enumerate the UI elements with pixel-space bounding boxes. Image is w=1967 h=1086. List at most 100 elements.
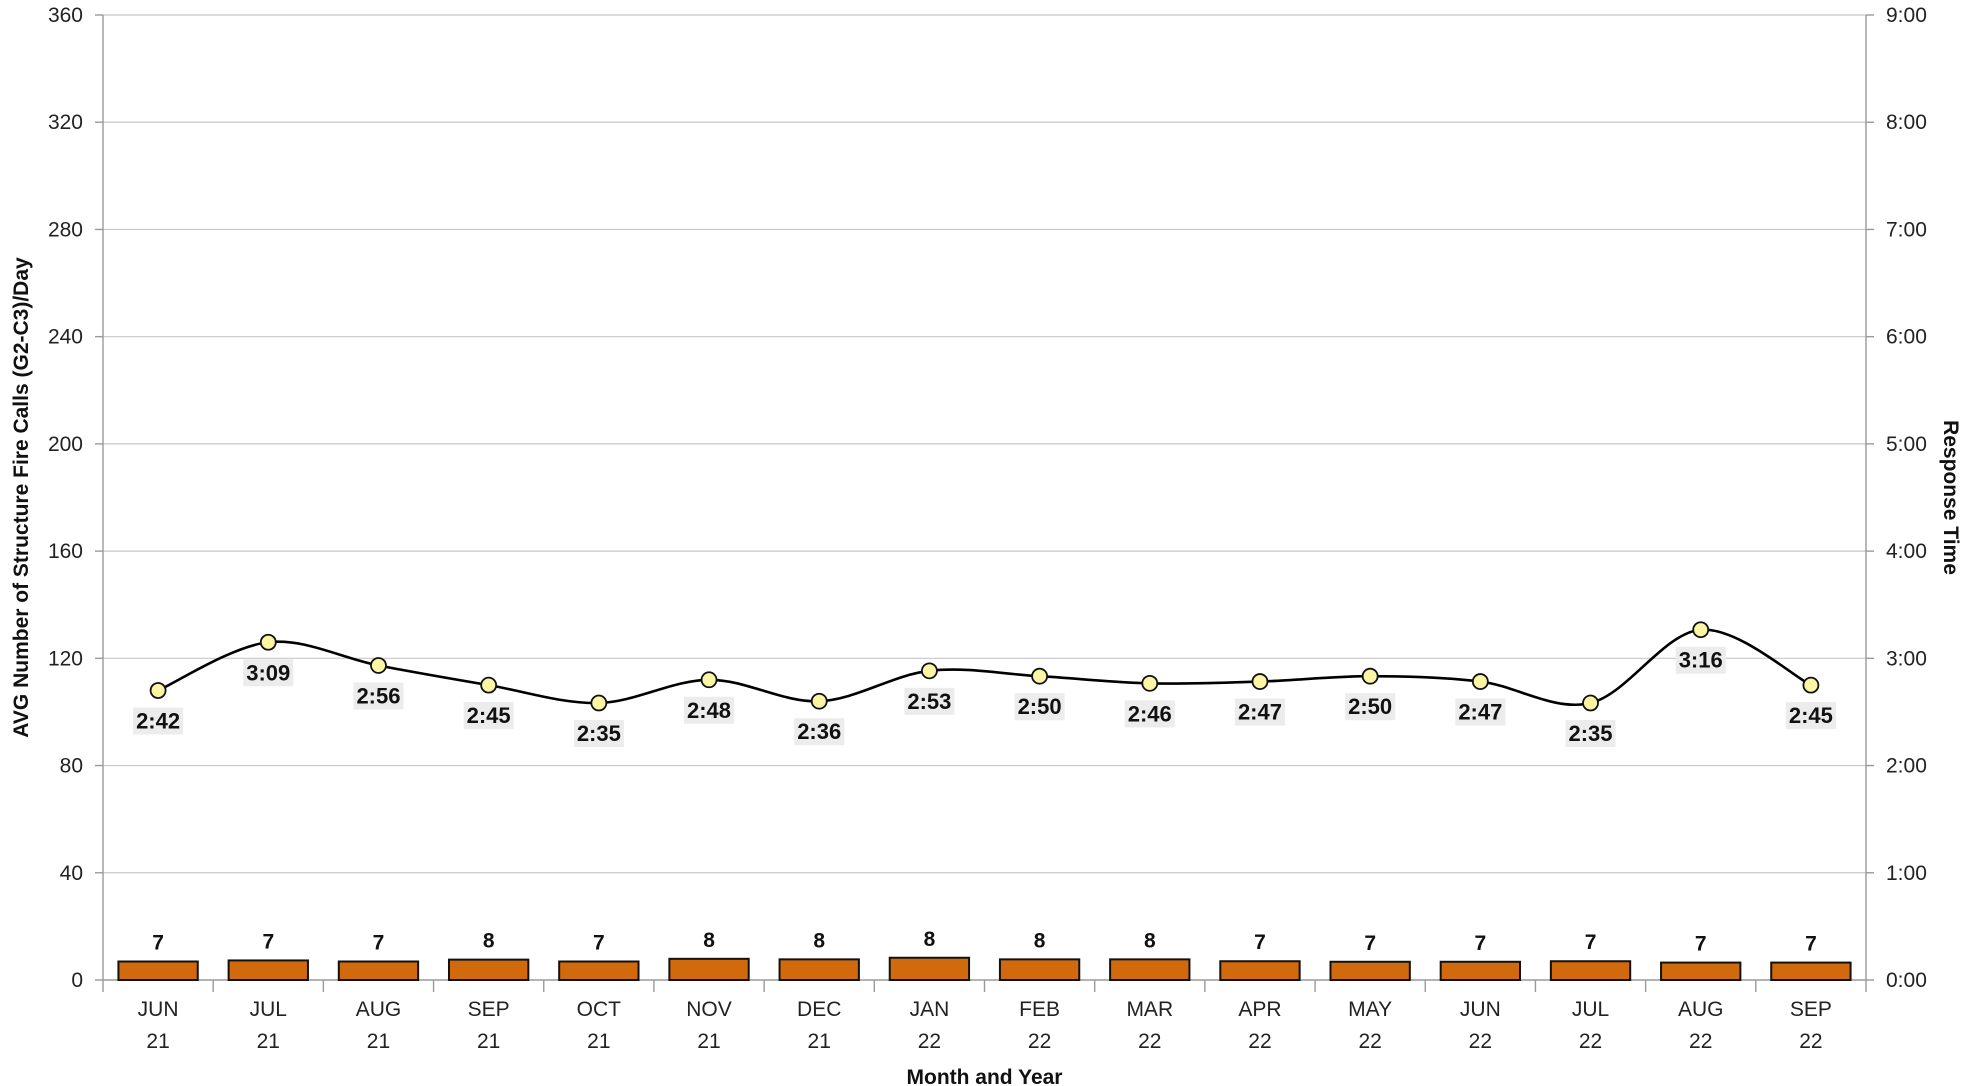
response-time-label-bg xyxy=(1014,693,1065,721)
response-time-label: 2:35 xyxy=(1569,721,1613,746)
x-tick-label: 22 xyxy=(1579,1030,1602,1053)
y-tick-label: 0 xyxy=(71,969,83,992)
response-time-label: 2:53 xyxy=(907,689,951,714)
x-tick-label: FEB xyxy=(1019,998,1060,1021)
response-time-point xyxy=(1031,667,1048,685)
bar xyxy=(998,958,1081,982)
x-tick-label: 22 xyxy=(1799,1030,1822,1053)
bar xyxy=(558,960,640,981)
response-time-label: 2:48 xyxy=(687,698,731,723)
response-time-label: 2:46 xyxy=(1128,701,1172,726)
bar-series xyxy=(117,956,1852,982)
bar-value-label: 8 xyxy=(1144,929,1156,952)
x-tick-label: 22 xyxy=(1028,1030,1051,1053)
axes xyxy=(95,14,1874,992)
response-time-label: 2:50 xyxy=(1018,694,1062,719)
bar-value-label: 7 xyxy=(262,930,274,953)
y2-tick-label: 0:00 xyxy=(1886,969,1927,992)
response-time-point xyxy=(1251,673,1269,690)
x-tick-label: 21 xyxy=(808,1030,831,1053)
response-time-label-bg xyxy=(684,696,735,724)
y-axis-title: AVG Number of Structure Fire Calls (G2-C… xyxy=(10,257,33,738)
x-tick-label: MAR xyxy=(1126,998,1173,1021)
bar xyxy=(447,958,530,982)
y-tick-label: 40 xyxy=(60,862,83,885)
gridlines xyxy=(103,14,1866,874)
x-tick-label: 22 xyxy=(1689,1030,1712,1053)
bar-value-label: 7 xyxy=(1254,931,1266,954)
y-tick-label: 120 xyxy=(48,647,83,670)
response-time-point xyxy=(149,682,167,699)
y2-tick-label: 8:00 xyxy=(1886,111,1927,134)
y-tick-label: 320 xyxy=(48,111,83,134)
x-tick-label: NOV xyxy=(686,998,732,1021)
response-time-label: 2:47 xyxy=(1458,700,1502,725)
x-tick-label: 21 xyxy=(477,1030,500,1053)
response-time-point xyxy=(590,694,608,712)
bar xyxy=(117,960,199,981)
bar-value-label: 7 xyxy=(373,932,385,955)
x-tick-label: 22 xyxy=(1469,1030,1492,1053)
response-time-label: 3:09 xyxy=(246,660,290,685)
response-time-point xyxy=(1141,674,1159,692)
response-time-label: 2:36 xyxy=(797,719,841,744)
response-time-label-bg xyxy=(1124,700,1175,728)
x-tick-label: 22 xyxy=(1358,1030,1381,1053)
response-time-label-bg xyxy=(1785,702,1836,730)
y-tick-label: 240 xyxy=(48,326,83,349)
x-tick-label: MAY xyxy=(1348,998,1392,1021)
response-time-point xyxy=(480,676,498,694)
bar xyxy=(1219,960,1301,981)
bar xyxy=(1439,960,1522,981)
bar xyxy=(1549,960,1632,981)
bar-value-label: 7 xyxy=(1475,932,1487,955)
y2-tick-label: 9:00 xyxy=(1886,4,1927,27)
y2-tick-label: 1:00 xyxy=(1886,862,1927,885)
x-tick-label: JUN xyxy=(1460,998,1501,1021)
bar-value-label: 8 xyxy=(813,929,825,952)
response-time-label: 2:50 xyxy=(1348,694,1392,719)
response-time-label: 3:16 xyxy=(1679,648,1723,673)
bar-value-label: 7 xyxy=(1364,932,1376,955)
y2-tick-label: 6:00 xyxy=(1886,326,1927,349)
x-tick-label: JAN xyxy=(910,998,950,1021)
bar xyxy=(1109,958,1191,982)
x-tick-label: 21 xyxy=(367,1030,390,1053)
bar-value-label: 7 xyxy=(152,932,164,955)
tick-labels: 0 40 80 120 160 200 240 280 320 360 0:00 1:00 2:00 3:… xyxy=(48,4,1927,1053)
x-tick-label: JUL xyxy=(1572,998,1609,1021)
data-labels: 7 7 7 8 7 8 8 8 8 8 7 7 7 7 7 7 2:42 3:09 2:56 2:45 2:35 2:48… xyxy=(133,646,1836,956)
x-tick-label: 22 xyxy=(1248,1030,1271,1053)
response-time-point xyxy=(810,692,828,710)
response-time-line xyxy=(157,628,1812,706)
x-tick-label: 21 xyxy=(146,1030,169,1053)
y2-axis-title: Response Time xyxy=(1939,420,1962,575)
x-tick-label: SEP xyxy=(1790,998,1832,1021)
response-time-label: 2:35 xyxy=(577,721,621,746)
x-tick-label: JUN xyxy=(138,998,179,1021)
response-time-label: 2:45 xyxy=(467,703,511,728)
response-time-point xyxy=(921,662,938,680)
response-time-label: 2:56 xyxy=(356,683,400,708)
response-time-point xyxy=(1361,667,1379,685)
x-tick-label: DEC xyxy=(797,998,841,1021)
response-time-point xyxy=(1802,676,1820,694)
bar xyxy=(337,960,420,981)
response-time-label: 2:47 xyxy=(1238,700,1282,725)
response-time-label-bg xyxy=(573,720,624,748)
response-time-label-bg xyxy=(794,718,845,746)
x-tick-label: AUG xyxy=(356,998,402,1021)
x-tick-label: 21 xyxy=(257,1030,280,1053)
y2-tick-label: 7:00 xyxy=(1886,218,1927,241)
bar xyxy=(227,959,309,982)
bar xyxy=(888,956,971,982)
x-axis-title: Month and Year xyxy=(907,1066,1063,1086)
response-time-label-bg xyxy=(133,707,184,735)
y-tick-label: 80 xyxy=(60,755,83,778)
response-time-label-bg xyxy=(1455,698,1506,726)
bar-value-label: 8 xyxy=(483,930,495,953)
response-time-point xyxy=(1582,694,1599,712)
y2-tick-label: 5:00 xyxy=(1886,433,1927,456)
response-time-label-bg xyxy=(1345,693,1396,721)
